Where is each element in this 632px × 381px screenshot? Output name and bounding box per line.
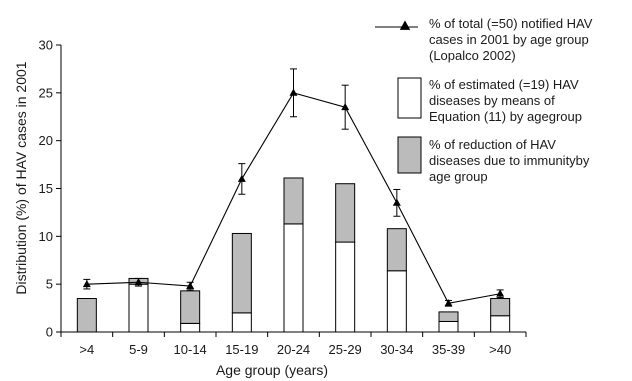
triangle-marker	[341, 102, 350, 111]
legend-box-reduction	[397, 136, 422, 174]
y-tick-label: 15	[39, 181, 53, 196]
x-tick-label: 10-14	[174, 342, 207, 357]
triangle-marker	[237, 174, 246, 182]
bar-reduction	[76, 298, 97, 333]
legend-entry-text: age group	[429, 169, 488, 184]
legend-triangle-swatch	[399, 20, 411, 30]
legend-box-estimated	[397, 77, 422, 119]
x-tick-label: >4	[79, 342, 94, 357]
bar-estimated	[231, 312, 252, 333]
bar-reduction	[231, 232, 252, 314]
legend-entry-text: % of total (=50) notified HAV	[429, 16, 593, 31]
legend-entry-text: (Lopalco 2002)	[429, 48, 516, 63]
bar-reduction	[283, 177, 304, 225]
legend-entry-text: % of estimated (=19) HAV	[429, 77, 579, 92]
bar-reduction	[490, 298, 511, 317]
triangle-marker	[289, 88, 298, 96]
legend-entry-text: diseases by means of	[429, 93, 555, 108]
triangle-marker	[444, 299, 453, 307]
x-tick-label: 5-9	[129, 342, 148, 357]
y-tick-label: 20	[39, 133, 53, 148]
triangle-marker	[134, 278, 143, 286]
y-tick-label: 0	[46, 325, 53, 340]
legend-entry-text: % of reduction of HAV	[429, 137, 556, 152]
x-tick-label: 35-39	[432, 342, 465, 357]
x-tick-label: 20-24	[277, 342, 310, 357]
bar-estimated	[335, 241, 356, 333]
bar-estimated	[386, 270, 407, 333]
triangle-marker	[392, 198, 401, 206]
legend-entry-text: cases in 2001 by age group	[429, 32, 589, 47]
x-tick-label: 25-29	[329, 342, 362, 357]
triangle-marker	[186, 281, 195, 290]
bar-reduction	[438, 311, 459, 322]
axes-layer: 0 5 10 15 20 25 30 >4 5-9 10-14 15-19 20-24 25-29 30-…	[39, 38, 527, 357]
bar-reduction	[386, 228, 407, 272]
bar-estimated	[490, 315, 511, 333]
x-tick-label: 15-19	[225, 342, 258, 357]
legend-entry-text: Equation (11) by agegroup	[429, 109, 582, 124]
triangle-marker	[82, 279, 91, 288]
bar-estimated	[283, 223, 304, 333]
y-axis-label: Distribution (%) of HAV cases in 2001	[13, 61, 29, 294]
bar-estimated	[180, 322, 201, 333]
legend-entry-text: diseases due to immunityby	[429, 153, 590, 168]
y-tick-label: 10	[39, 229, 53, 244]
triangle-marker	[496, 289, 505, 297]
x-tick-label: 30-34	[380, 342, 413, 357]
y-tick-label: 30	[39, 38, 53, 53]
y-tick-label: 25	[39, 85, 53, 100]
bar-reduction	[180, 290, 201, 324]
bar-estimated	[438, 320, 459, 333]
bars-layer	[76, 177, 511, 333]
bar-reduction	[335, 183, 356, 243]
bar-estimated	[128, 283, 149, 333]
line-layer	[82, 88, 505, 307]
x-tick-label: >40	[489, 342, 511, 357]
y-tick-label: 5	[46, 277, 53, 292]
x-axis-label: Age group (years)	[216, 362, 328, 378]
